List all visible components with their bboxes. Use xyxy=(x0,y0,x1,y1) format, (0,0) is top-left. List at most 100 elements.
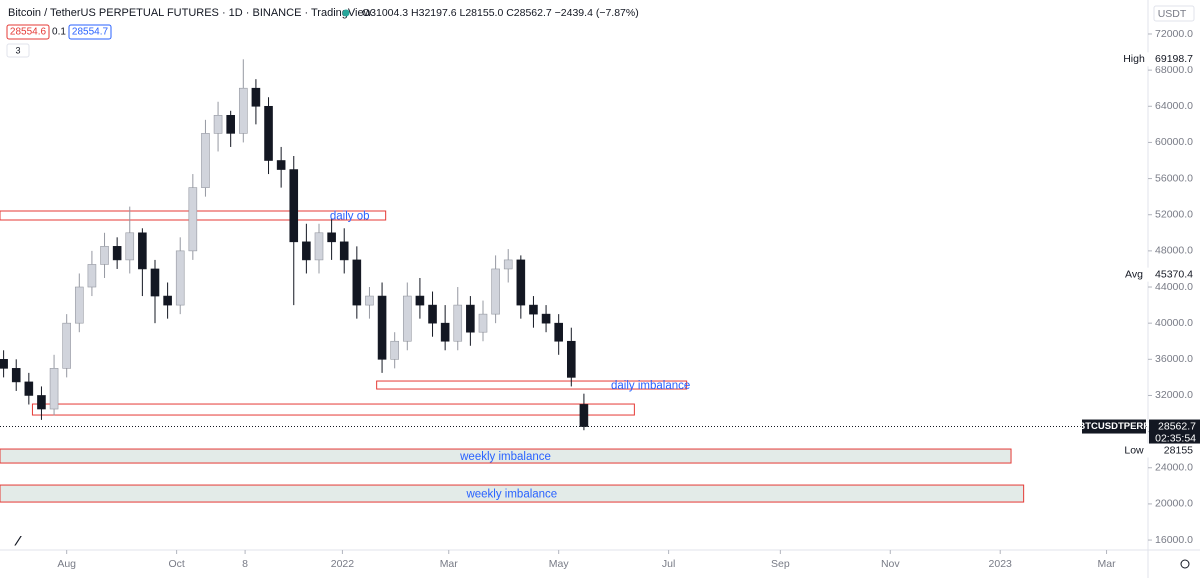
candle-body xyxy=(491,268,500,315)
x-tick-label: Mar xyxy=(1098,558,1117,570)
y-tick-label: 72000.0 xyxy=(1155,28,1193,40)
zone xyxy=(31,403,635,416)
last-price: 28562.7 xyxy=(1158,420,1196,432)
x-tick-label: Sep xyxy=(771,558,790,570)
candle-body xyxy=(415,295,425,306)
symbol-tag xyxy=(1082,419,1146,434)
candle-body xyxy=(453,304,463,342)
ohlc-summary: O31004.3 H32197.6 L28155.0 C28562.7 −243… xyxy=(362,7,639,19)
y-tick-label: 40000.0 xyxy=(1155,317,1193,329)
candle-body xyxy=(529,304,538,315)
x-tick-label: Jul xyxy=(662,558,675,570)
candle-body xyxy=(175,250,185,306)
candle-body xyxy=(466,304,475,333)
y-tick-label: 60000.0 xyxy=(1155,136,1193,148)
candle-body xyxy=(478,313,488,333)
candle-body xyxy=(87,264,97,288)
candle-body xyxy=(541,313,551,324)
candle-body xyxy=(24,381,34,396)
candle-body xyxy=(339,241,349,261)
zone-label: daily imbalance xyxy=(611,380,690,392)
candle-body xyxy=(440,322,450,342)
marker-value: 28155 xyxy=(1164,444,1193,456)
candle-body xyxy=(402,295,412,342)
marker-tag xyxy=(1120,443,1200,458)
buy-box[interactable] xyxy=(68,24,112,40)
candle-body xyxy=(554,322,563,342)
candle-body xyxy=(62,322,71,369)
y-tick-label: 56000.0 xyxy=(1155,172,1193,184)
last-price-tag xyxy=(1149,419,1200,447)
x-tick-label: Aug xyxy=(57,558,76,570)
candle-body xyxy=(188,187,198,252)
candle-body xyxy=(302,241,311,261)
x-tick-label: Nov xyxy=(881,558,900,570)
symbol-label: BTCUSDTPERP xyxy=(1078,421,1150,432)
spread: 0.1 xyxy=(52,27,66,38)
candle-body xyxy=(150,268,160,297)
y-tick-label: 44000.0 xyxy=(1155,281,1193,293)
candle-body xyxy=(428,304,437,324)
buy-price: 28554.7 xyxy=(72,27,109,38)
logo: ⁄ xyxy=(14,533,22,549)
candle-body xyxy=(37,395,46,410)
marker-label: Avg xyxy=(1125,268,1143,280)
zone xyxy=(376,380,688,390)
y-tick-label: 52000.0 xyxy=(1155,209,1193,221)
candle-body xyxy=(289,169,299,243)
y-tick-label: 64000.0 xyxy=(1155,100,1193,112)
settings-icon[interactable] xyxy=(1180,559,1190,569)
candle-body xyxy=(11,368,21,383)
candle-body xyxy=(264,105,273,161)
marker-label: Low xyxy=(1124,444,1144,456)
candle-body xyxy=(125,232,135,261)
candle-body xyxy=(201,133,210,188)
y-tick-label: 20000.0 xyxy=(1155,498,1193,510)
candle-body xyxy=(327,232,336,243)
currency: USDT xyxy=(1158,8,1187,20)
indicator-toggle[interactable] xyxy=(6,43,30,58)
indicator-count: 3 xyxy=(15,45,20,55)
candle-body xyxy=(112,246,122,261)
candle-body xyxy=(352,259,362,306)
candle-body xyxy=(100,246,109,265)
candle-body xyxy=(390,340,399,360)
y-tick-label: 32000.0 xyxy=(1155,389,1193,401)
candle-body xyxy=(377,295,387,360)
x-tick-label: Mar xyxy=(440,558,459,570)
sell-price: 28554.6 xyxy=(10,27,47,38)
y-tick-label: 16000.0 xyxy=(1155,534,1193,546)
x-tick-label: May xyxy=(549,558,570,570)
marker-label: High xyxy=(1123,53,1145,65)
candle-body xyxy=(251,87,261,107)
currency-select[interactable] xyxy=(1153,5,1195,22)
x-tick-label: 2023 xyxy=(989,558,1013,570)
candle-body xyxy=(503,259,513,270)
y-tick-label: 48000.0 xyxy=(1155,245,1193,257)
marker-tag xyxy=(1120,267,1200,282)
candle-body xyxy=(579,404,589,427)
marker-value: 69198.7 xyxy=(1155,53,1193,65)
candle-body xyxy=(276,160,286,170)
zone-label: weekly imbalance xyxy=(459,451,551,463)
sell-box[interactable] xyxy=(6,24,50,40)
x-tick-label: Oct xyxy=(168,558,184,570)
candle-body xyxy=(0,359,8,369)
zone-label: daily ob xyxy=(330,211,370,223)
candle-body xyxy=(566,340,576,378)
chart-title: Bitcoin / TetherUS PERPETUAL FUTURES · 1… xyxy=(8,7,372,19)
zone xyxy=(0,484,1025,503)
candle-body xyxy=(365,295,374,306)
candle-body xyxy=(138,232,147,270)
y-tick-label: 36000.0 xyxy=(1155,353,1193,365)
candle-body xyxy=(74,286,84,324)
zone xyxy=(0,448,1012,464)
candle-body xyxy=(163,295,172,306)
candle-body xyxy=(226,115,235,134)
marker-value: 45370.4 xyxy=(1155,268,1193,280)
x-tick-label: 8 xyxy=(242,558,248,570)
countdown: 02:35:54 xyxy=(1155,432,1196,444)
candle-body xyxy=(238,87,248,134)
